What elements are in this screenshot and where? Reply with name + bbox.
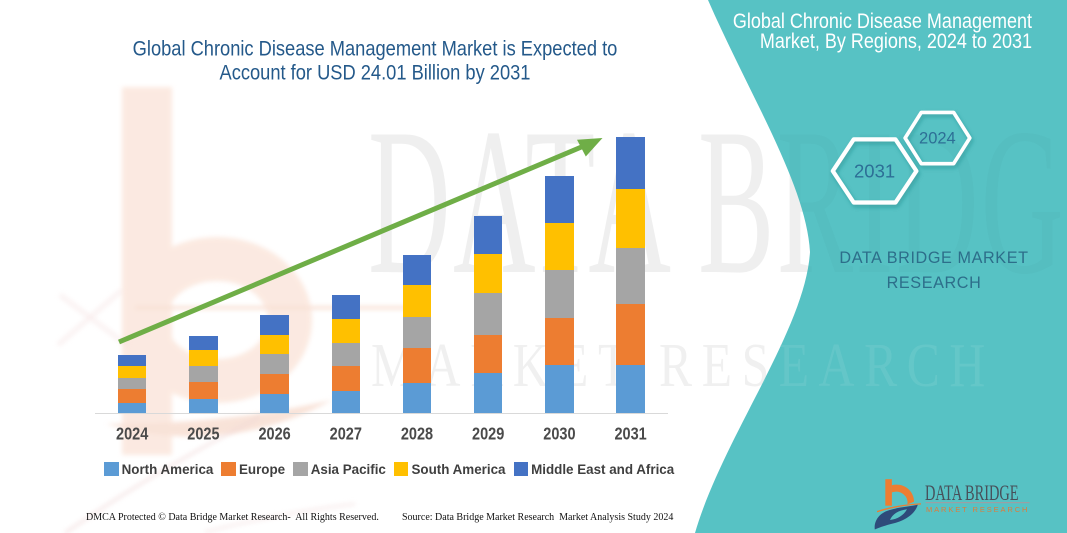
- svg-text:2024: 2024: [919, 130, 956, 148]
- svg-text:DATA BRIDGE: DATA BRIDGE: [925, 481, 1019, 506]
- svg-text:2031: 2031: [854, 161, 895, 182]
- svg-text:MARKET RESEARCH: MARKET RESEARCH: [926, 505, 1029, 514]
